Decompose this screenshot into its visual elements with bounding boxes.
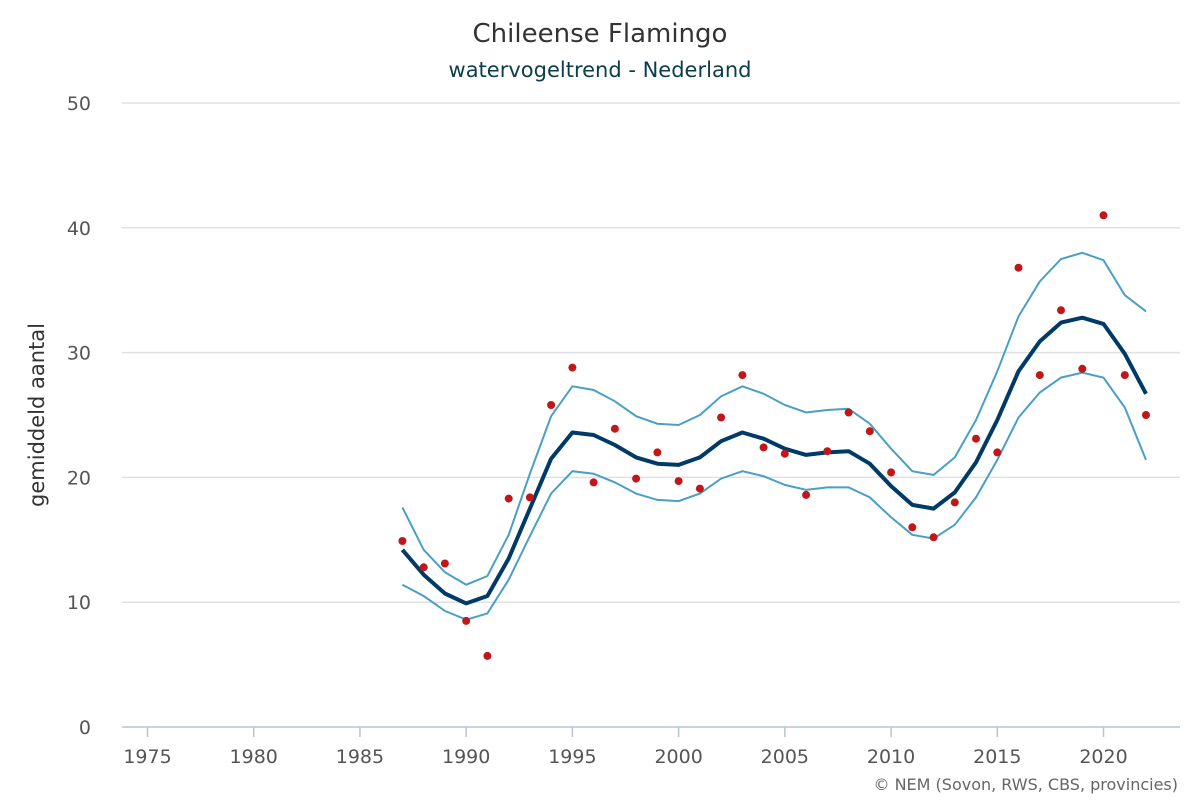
observed-point: [717, 413, 726, 422]
observed-point: [695, 484, 704, 493]
x-tick-label: 1980: [230, 746, 278, 768]
y-tick-label: 10: [67, 592, 91, 614]
observed-point: [610, 424, 619, 433]
lower-confidence-line: [401, 371, 1147, 621]
x-tick-label: 2005: [761, 746, 809, 768]
x-tick-label: 1975: [123, 746, 171, 768]
trend-line: [400, 315, 1148, 606]
y-axis-title: gemiddeld aantal: [25, 323, 49, 507]
observed-point: [483, 651, 492, 660]
observed-point: [589, 478, 598, 487]
observed-point: [823, 447, 832, 456]
x-tick-label: 2010: [867, 746, 915, 768]
observed-points: [398, 211, 1150, 660]
observed-point: [1142, 411, 1150, 419]
observed-point: [440, 559, 449, 568]
chart-title: Chileense Flamingo: [473, 19, 728, 49]
observed-point: [1014, 263, 1023, 272]
observed-point: [759, 443, 768, 452]
gridlines: [122, 102, 1180, 603]
observed-point: [1035, 371, 1044, 380]
x-tick-label: 1990: [442, 746, 490, 768]
y-tick-label: 50: [67, 93, 91, 115]
observed-point: [568, 363, 577, 372]
upper-confidence-line: [401, 251, 1147, 586]
observed-point: [802, 490, 811, 499]
observed-point: [1057, 306, 1065, 315]
observed-point: [1099, 211, 1108, 220]
observed-point: [950, 498, 959, 507]
observed-point: [632, 474, 641, 483]
observed-point: [674, 477, 683, 486]
observed-point: [419, 563, 428, 572]
x-tick-label: 2020: [1079, 746, 1127, 768]
x-tick-label: 2000: [654, 746, 702, 768]
observed-point: [844, 408, 853, 417]
credits: © NEM (Sovon, RWS, CBS, provincies): [873, 775, 1178, 794]
chart-subtitle: watervogeltrend - Nederland: [449, 58, 752, 82]
observed-point: [887, 468, 896, 477]
observed-point: [525, 493, 534, 502]
observed-point: [972, 434, 980, 443]
observed-point: [738, 371, 747, 380]
y-axis-tick-labels: 0 10 20 30 40 50: [67, 93, 91, 739]
x-tick-label: 2015: [973, 746, 1021, 768]
observed-point: [1078, 364, 1087, 373]
y-tick-label: 0: [79, 717, 91, 739]
x-axis: 1975 1980 1985 1990 1995 2000 2005 2010 2015 2020: [122, 726, 1180, 768]
observed-point: [462, 616, 471, 625]
observed-point: [929, 533, 938, 542]
observed-point: [865, 427, 874, 436]
y-tick-label: 30: [67, 343, 91, 365]
y-tick-label: 40: [67, 218, 91, 240]
observed-point: [1120, 371, 1129, 380]
observed-point: [504, 494, 513, 503]
observed-point: [780, 449, 789, 458]
observed-point: [398, 537, 407, 545]
observed-point: [908, 523, 917, 532]
x-tick-label: 1995: [548, 746, 596, 768]
y-tick-label: 20: [67, 467, 91, 489]
observed-point: [547, 401, 556, 409]
x-tick-label: 1985: [336, 746, 384, 768]
observed-point: [993, 448, 1002, 457]
observed-point: [653, 448, 662, 457]
